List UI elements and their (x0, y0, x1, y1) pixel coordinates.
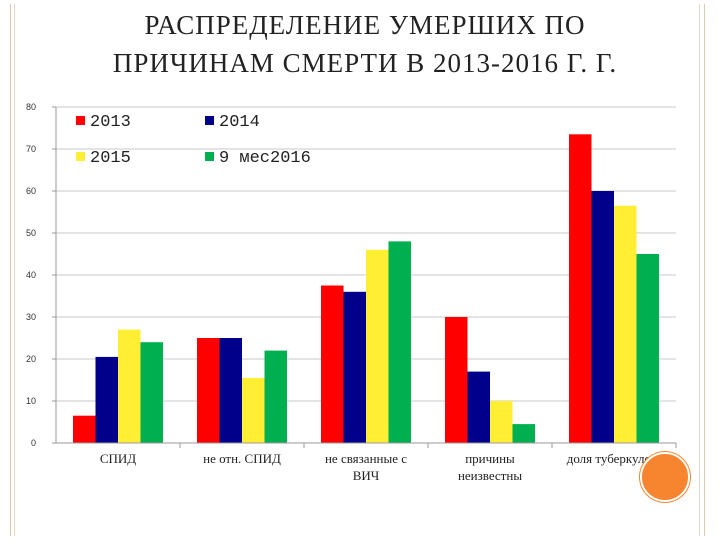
y-tick-label: 20 (26, 354, 36, 364)
legend-swatch (76, 116, 85, 125)
y-tick-label: 0 (31, 438, 36, 448)
bar (264, 350, 287, 443)
bar (388, 241, 411, 443)
y-tick-label: 10 (26, 396, 36, 406)
y-tick-label: 40 (26, 270, 36, 280)
x-tick-label: не связанные с ВИЧ (325, 451, 407, 483)
slide-frame-inner (14, 4, 700, 536)
y-tick-label: 70 (26, 144, 36, 154)
x-tick-label: причины неизвестны (458, 451, 522, 483)
slide-frame (10, 4, 705, 536)
bar (343, 291, 366, 443)
legend-label: 2014 (219, 113, 260, 132)
legend-label: 9 мес2016 (219, 149, 311, 168)
chart-title-line-2: ПРИЧИНАМ СМЕРТИ В 2013-2016 Г. Г. (112, 48, 618, 78)
legend: 2013 2014 2015 9 мес2016 (76, 113, 311, 168)
bar (197, 338, 220, 443)
bar (614, 205, 637, 443)
x-tick-label-line: неизвестны (458, 468, 522, 483)
bar (591, 191, 614, 443)
legend-swatch (205, 152, 214, 161)
bar (636, 254, 659, 443)
x-tick-label-line: причины (465, 451, 515, 466)
bar (366, 249, 389, 443)
bar (445, 317, 468, 443)
y-tick-label: 60 (26, 186, 36, 196)
legend-label: 2013 (90, 113, 131, 132)
bar (512, 424, 535, 443)
legend-swatch (76, 152, 85, 161)
x-tick-label: доля туберкулеза (567, 451, 662, 466)
x-axis: СПИД не отн. СПИД не связанные с ВИЧ причины… (56, 442, 677, 483)
y-axis: 0 10 20 30 40 50 60 70 80 (26, 102, 57, 448)
y-tick-label: 50 (26, 228, 36, 238)
x-tick-label-line: не связанные с (325, 451, 407, 466)
legend-label: 2015 (90, 149, 131, 168)
bar (321, 285, 344, 443)
bar (569, 134, 592, 444)
x-tick-label-line: СПИД (100, 451, 136, 466)
bar (219, 338, 242, 443)
bar (490, 401, 513, 443)
bar (467, 371, 490, 443)
chart-title: РАСПРЕДЕЛЕНИЕ УМЕРШИХ ПО ПРИЧИНАМ СМЕРТИ… (20, 6, 710, 82)
x-tick-label-line: не отн. СПИД (203, 451, 281, 466)
bar (95, 356, 118, 443)
accent-circle (640, 452, 690, 502)
bar (242, 377, 265, 443)
legend-swatch (205, 116, 214, 125)
bar (73, 415, 96, 443)
y-tick-label: 80 (26, 102, 36, 112)
x-tick-label-line: ВИЧ (353, 468, 380, 483)
y-tick-label: 30 (26, 312, 36, 322)
x-tick-label: СПИД (100, 451, 136, 466)
bars (73, 134, 659, 444)
bar (140, 342, 163, 443)
chart-title-line-1: РАСПРЕДЕЛЕНИЕ УМЕРШИХ ПО (144, 10, 586, 40)
x-tick-label: не отн. СПИД (203, 451, 281, 466)
x-tick-label-line: доля туберкулеза (567, 451, 662, 466)
bar (118, 329, 141, 443)
